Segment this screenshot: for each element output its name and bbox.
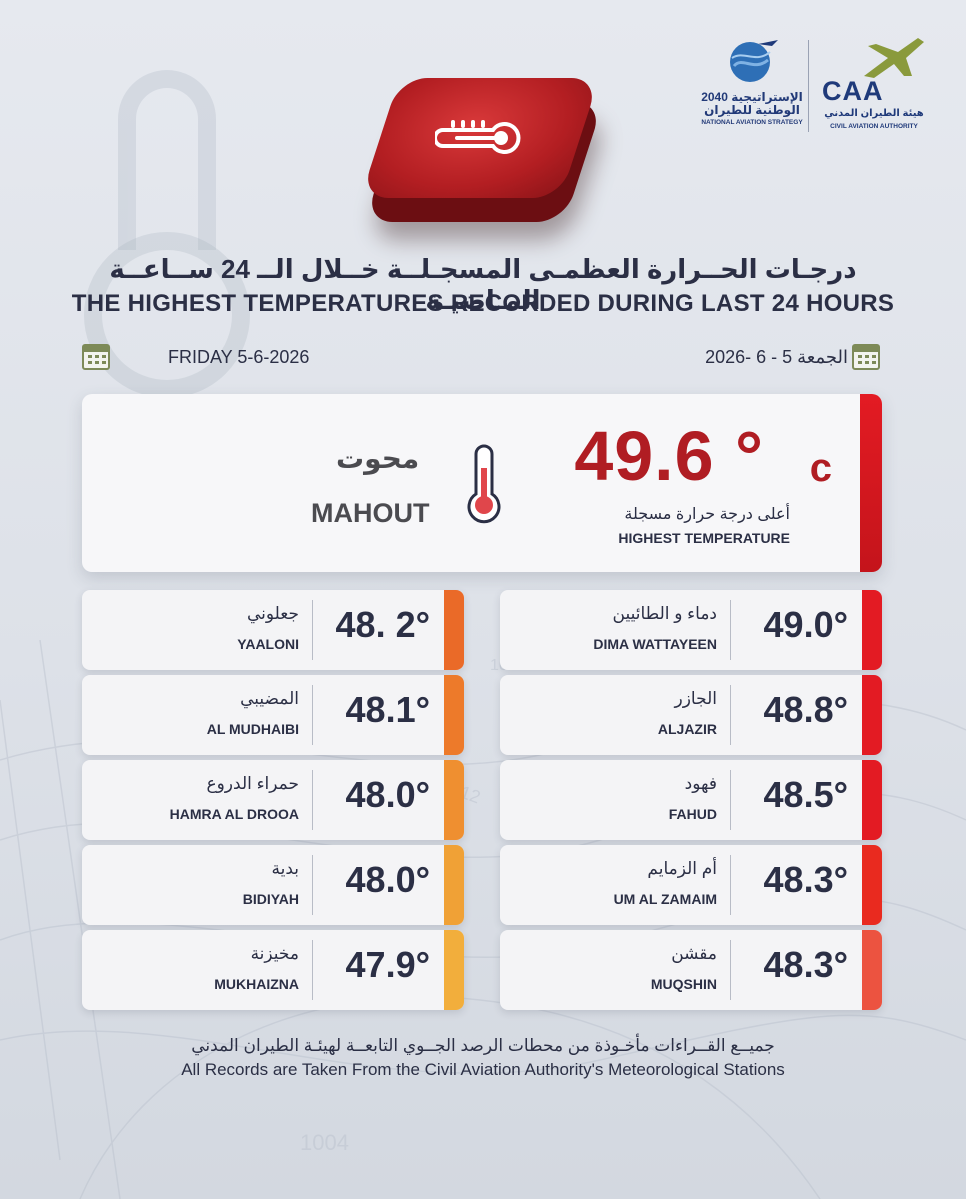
station-temperature: 48.1° <box>345 689 430 730</box>
logo-area: الإستراتيجية 2040 الوطنية للطيران NATION… <box>700 36 932 146</box>
station-card: 47.9° مخيزنة MUKHAIZNA <box>82 930 464 1010</box>
calendar-icon <box>852 344 880 370</box>
station-temperature: 48.0° <box>345 859 430 900</box>
date-arabic: الجمعة 5 - 6 -2026 <box>705 347 848 367</box>
station-name-english: AL MUDHAIBI <box>206 721 299 737</box>
page-title-english: THE HIGHEST TEMPERATURES RECORDED DURING… <box>71 290 895 317</box>
plane-icon <box>864 38 924 78</box>
thermometer-icon <box>435 120 521 154</box>
station-name-arabic: فهود <box>684 774 717 793</box>
caa-arabic-name: هيئة الطيران المدني <box>824 108 924 119</box>
station-accent-bar <box>862 590 882 670</box>
tile-top <box>360 78 600 198</box>
station-accent-bar <box>862 675 882 755</box>
station-accent-bar <box>444 675 464 755</box>
header-thermometer-tile <box>360 66 604 236</box>
station-temperature: 47.9° <box>345 944 430 985</box>
highest-temperature-value: 49.6 ° <box>574 417 764 495</box>
strategy-english-text: NATIONAL AVIATION STRATEGY <box>701 119 803 126</box>
station-name-arabic: بدية <box>271 859 299 878</box>
national-aviation-strategy-logo: الإستراتيجية 2040 الوطنية للطيران NATION… <box>700 36 804 136</box>
station-name-english: HAMRA AL DROOA <box>169 806 299 822</box>
highest-station-arabic: محوت <box>336 443 420 474</box>
station-name-arabic: مخيزنة <box>250 944 299 963</box>
station-name-english: MUKHAIZNA <box>214 976 299 992</box>
station-temperature: 48.3° <box>763 944 848 985</box>
station-name-english: MUQSHIN <box>650 976 717 992</box>
isobar-label: 1004 <box>300 1130 349 1155</box>
strategy-arabic-text: الإستراتيجية 2040 الوطنية للطيران <box>701 90 803 117</box>
caa-letters: CAA <box>822 76 884 106</box>
station-accent-bar <box>444 930 464 1010</box>
calendar-icon <box>82 344 110 370</box>
station-accent-bar <box>444 760 464 840</box>
station-temperature: 48.8° <box>763 689 848 730</box>
station-name-arabic: جعلوني <box>246 604 299 623</box>
station-card: 48.8° الجازر ALJAZIR <box>500 675 882 755</box>
station-accent-bar <box>862 845 882 925</box>
station-card: 48. 2° جعلوني YAALONI <box>82 590 464 670</box>
logo-divider <box>808 40 809 132</box>
thermometer-icon <box>467 444 501 524</box>
footer-note-arabic: جميــع القــراءات مأخـوذة من محطات الرصد… <box>191 1036 775 1055</box>
station-name-english: UM AL ZAMAIM <box>613 891 717 907</box>
station-card: 48.0° حمراء الدروع HAMRA AL DROOA <box>82 760 464 840</box>
station-name-english: ALJAZIR <box>657 721 717 737</box>
station-card: 49.0° دماء و الطائيين DIMA WATTAYEEN <box>500 590 882 670</box>
card-divider <box>312 855 313 915</box>
station-card: 48.3° أم الزمايم UM AL ZAMAIM <box>500 845 882 925</box>
station-card: 48.5° فهود FAHUD <box>500 760 882 840</box>
station-temperature: 48.5° <box>763 774 848 815</box>
station-temperature: 48.0° <box>345 774 430 815</box>
station-name-arabic: الجازر <box>674 689 717 708</box>
card-divider <box>730 855 731 915</box>
caa-english-name: CIVIL AVIATION AUTHORITY <box>830 123 918 130</box>
highest-label-english: HIGHEST TEMPERATURE <box>618 530 790 546</box>
card-divider <box>312 685 313 745</box>
card-divider <box>730 770 731 830</box>
background-thermometer-icon <box>118 70 216 250</box>
globe-plane-icon <box>730 40 778 82</box>
caa-logo: CAA هيئة الطيران المدني CIVIL AVIATION A… <box>818 36 932 136</box>
station-accent-bar <box>444 590 464 670</box>
highest-temperature-card: 49.6 ° c أعلى درجة حرارة مسجلة HIGHEST T… <box>82 394 882 572</box>
station-accent-bar <box>862 760 882 840</box>
station-name-english: DIMA WATTAYEEN <box>593 636 717 652</box>
station-name-arabic: دماء و الطائيين <box>612 604 717 623</box>
station-name-arabic: مقشن <box>671 944 717 963</box>
station-temperature: 49.0° <box>763 604 848 645</box>
station-temperature: 48. 2° <box>335 604 430 645</box>
station-name-arabic: المضيبي <box>240 689 299 708</box>
card-divider <box>312 600 313 660</box>
card-divider <box>730 940 731 1000</box>
station-name-english: YAALONI <box>237 636 299 652</box>
card-divider <box>730 600 731 660</box>
footer-note-english: All Records are Taken From the Civil Avi… <box>181 1060 785 1079</box>
station-name-arabic: حمراء الدروع <box>206 774 299 793</box>
station-name-arabic: أم الزمايم <box>647 859 717 878</box>
card-divider <box>312 770 313 830</box>
highest-temperature-unit: c <box>809 446 832 490</box>
station-accent-bar <box>444 845 464 925</box>
date-english: FRIDAY 5-6-2026 <box>168 347 310 367</box>
station-accent-bar <box>862 930 882 1010</box>
station-name-english: FAHUD <box>668 806 717 822</box>
highest-accent-bar <box>860 394 882 572</box>
station-card: 48.3° مقشن MUQSHIN <box>500 930 882 1010</box>
highest-label-arabic: أعلى درجة حرارة مسجلة <box>624 506 790 523</box>
station-card: 48.1° المضيبي AL MUDHAIBI <box>82 675 464 755</box>
card-divider <box>312 940 313 1000</box>
station-card: 48.0° بدية BIDIYAH <box>82 845 464 925</box>
card-divider <box>730 685 731 745</box>
page-title-arabic: درجـات الحــرارة العظمـى المسجـلــة خــل… <box>109 254 857 315</box>
station-temperature: 48.3° <box>763 859 848 900</box>
highest-station-english: MAHOUT <box>311 498 430 528</box>
station-name-english: BIDIYAH <box>242 891 299 907</box>
